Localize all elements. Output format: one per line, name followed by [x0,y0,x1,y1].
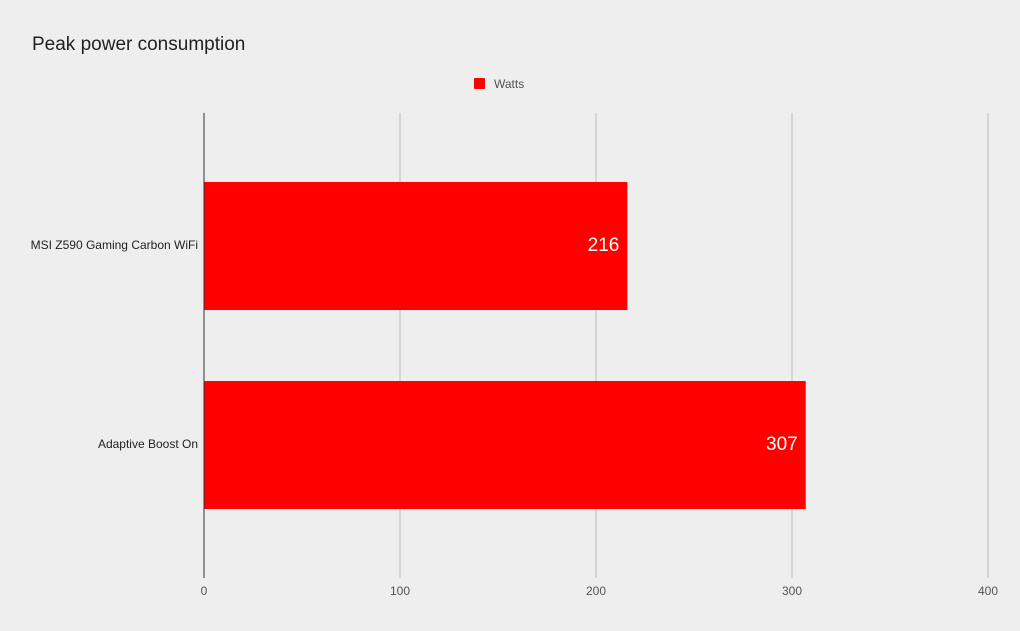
legend-swatch [474,78,485,89]
x-tick-label: 100 [390,584,410,598]
chart-title: Peak power consumption [32,34,245,55]
y-tick-label: MSI Z590 Gaming Carbon WiFi [31,238,198,252]
data-label: 216 [588,235,620,256]
legend-label: Watts [494,77,524,91]
bar [204,381,806,509]
y-tick-label: Adaptive Boost On [98,437,198,451]
x-tick-label: 400 [978,584,998,598]
data-label: 307 [766,434,798,455]
x-tick-label: 300 [782,584,802,598]
x-tick-label: 0 [201,584,208,598]
x-tick-label: 200 [586,584,606,598]
bar [204,182,628,310]
